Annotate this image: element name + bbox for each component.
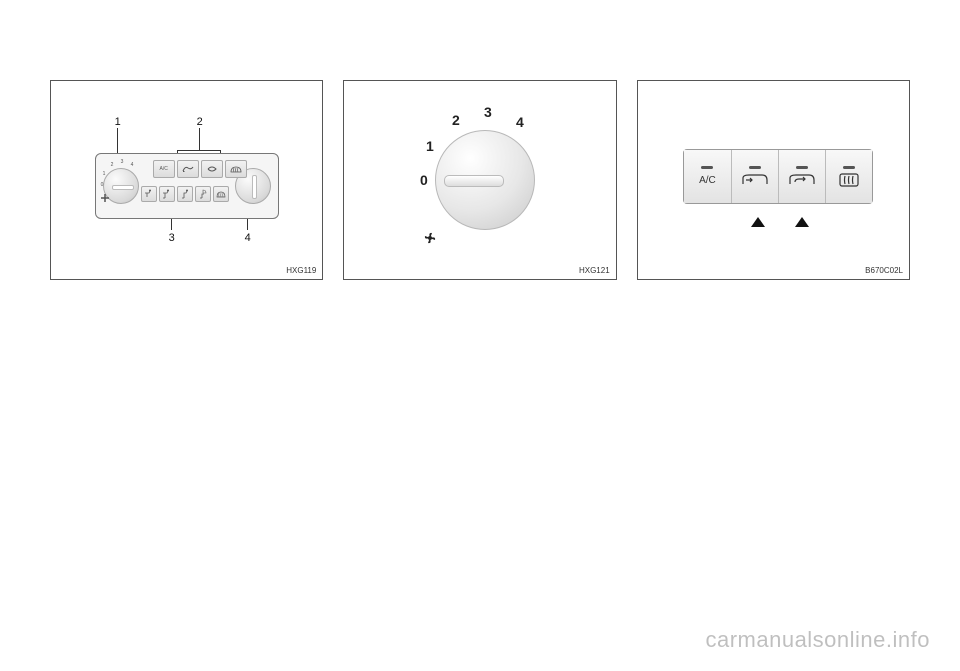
watermark-text: carmanualsonline.info — [705, 627, 930, 653]
recirc-icon — [206, 165, 218, 173]
leader-2v — [199, 128, 200, 150]
recirc-button-small — [201, 160, 223, 178]
face-vent-icon — [144, 189, 154, 199]
leader-2h — [177, 150, 221, 151]
floor-defrost-mode-button — [195, 186, 211, 202]
defrost-mode-button — [213, 186, 229, 202]
fresh-air-icon — [182, 165, 194, 173]
fan-mark-0: 0 — [101, 182, 104, 188]
recirc-button — [779, 150, 826, 203]
fan-mark-2: 2 — [111, 162, 114, 168]
fan-icon — [101, 194, 109, 202]
indicator-slit — [701, 166, 713, 169]
figure-frame-hxg121: 0 1 2 3 4 HXG121 — [343, 80, 616, 280]
col-b670c02l: A/C — [637, 80, 910, 280]
mark-2: 2 — [452, 112, 460, 128]
defrost-button-small — [225, 160, 247, 178]
floor-vent-icon — [180, 189, 190, 199]
mark-4: 4 — [516, 114, 524, 130]
intake-button-diagram: A/C — [663, 135, 883, 225]
fan-mark-4: 4 — [131, 162, 134, 168]
mark-0: 0 — [420, 172, 428, 188]
col-hxg121: 0 1 2 3 4 HXG121 — [343, 80, 616, 280]
col-hxg119: 1 2 3 4 — [50, 80, 323, 280]
figure-code-hxg119: HXG119 — [286, 266, 316, 275]
mode-button-row — [141, 186, 229, 202]
bilevel-mode-button — [159, 186, 175, 202]
defrost-icon — [230, 165, 242, 173]
bilevel-vent-icon — [162, 189, 172, 199]
fan-knob-large — [435, 130, 535, 230]
rear-defrost-button — [826, 150, 872, 203]
manual-page: 1 2 3 4 — [0, 0, 960, 671]
indicator-slit — [796, 166, 808, 169]
fan-mark-1: 1 — [103, 171, 106, 177]
ac-button-label: A/C — [159, 166, 167, 172]
fresh-air-button — [732, 150, 779, 203]
figure-frame-b670c02l: A/C — [637, 80, 910, 280]
ac-button: A/C — [684, 150, 731, 203]
ac-button-small: A/C — [153, 160, 175, 178]
callout-4: 4 — [245, 232, 251, 244]
intake-button-row: A/C — [153, 160, 247, 178]
floor-mode-button — [177, 186, 193, 202]
hvac-panel-diagram: 1 2 3 4 — [77, 120, 297, 240]
mark-3: 3 — [484, 104, 492, 120]
fresh-button-small — [177, 160, 199, 178]
indicator-slit — [843, 166, 855, 169]
ac-button-label: A/C — [699, 173, 716, 187]
column-layout: 1 2 3 4 — [50, 80, 910, 280]
pointer-arrow-fresh — [751, 217, 765, 227]
figure-frame-hxg119: 1 2 3 4 — [50, 80, 323, 280]
figure-code-hxg121: HXG121 — [579, 266, 610, 275]
pointer-arrow-recirc — [795, 217, 809, 227]
fan-icon — [422, 230, 438, 246]
face-mode-button — [141, 186, 157, 202]
callout-3: 3 — [169, 232, 175, 244]
defrost-mode-icon — [216, 189, 226, 199]
fan-mark-3: 3 — [121, 159, 124, 165]
fresh-air-icon — [742, 173, 768, 187]
callout-2: 2 — [197, 116, 203, 128]
figure-code-b670c02l: B670C02L — [865, 266, 903, 275]
button-strip: A/C — [683, 149, 873, 204]
rear-defrost-icon — [839, 173, 859, 187]
callout-1: 1 — [115, 116, 121, 128]
floor-defrost-icon — [198, 189, 208, 199]
mark-1: 1 — [426, 138, 434, 154]
indicator-slit — [749, 166, 761, 169]
fan-knob-diagram: 0 1 2 3 4 — [390, 90, 570, 270]
recirc-icon — [789, 173, 815, 187]
